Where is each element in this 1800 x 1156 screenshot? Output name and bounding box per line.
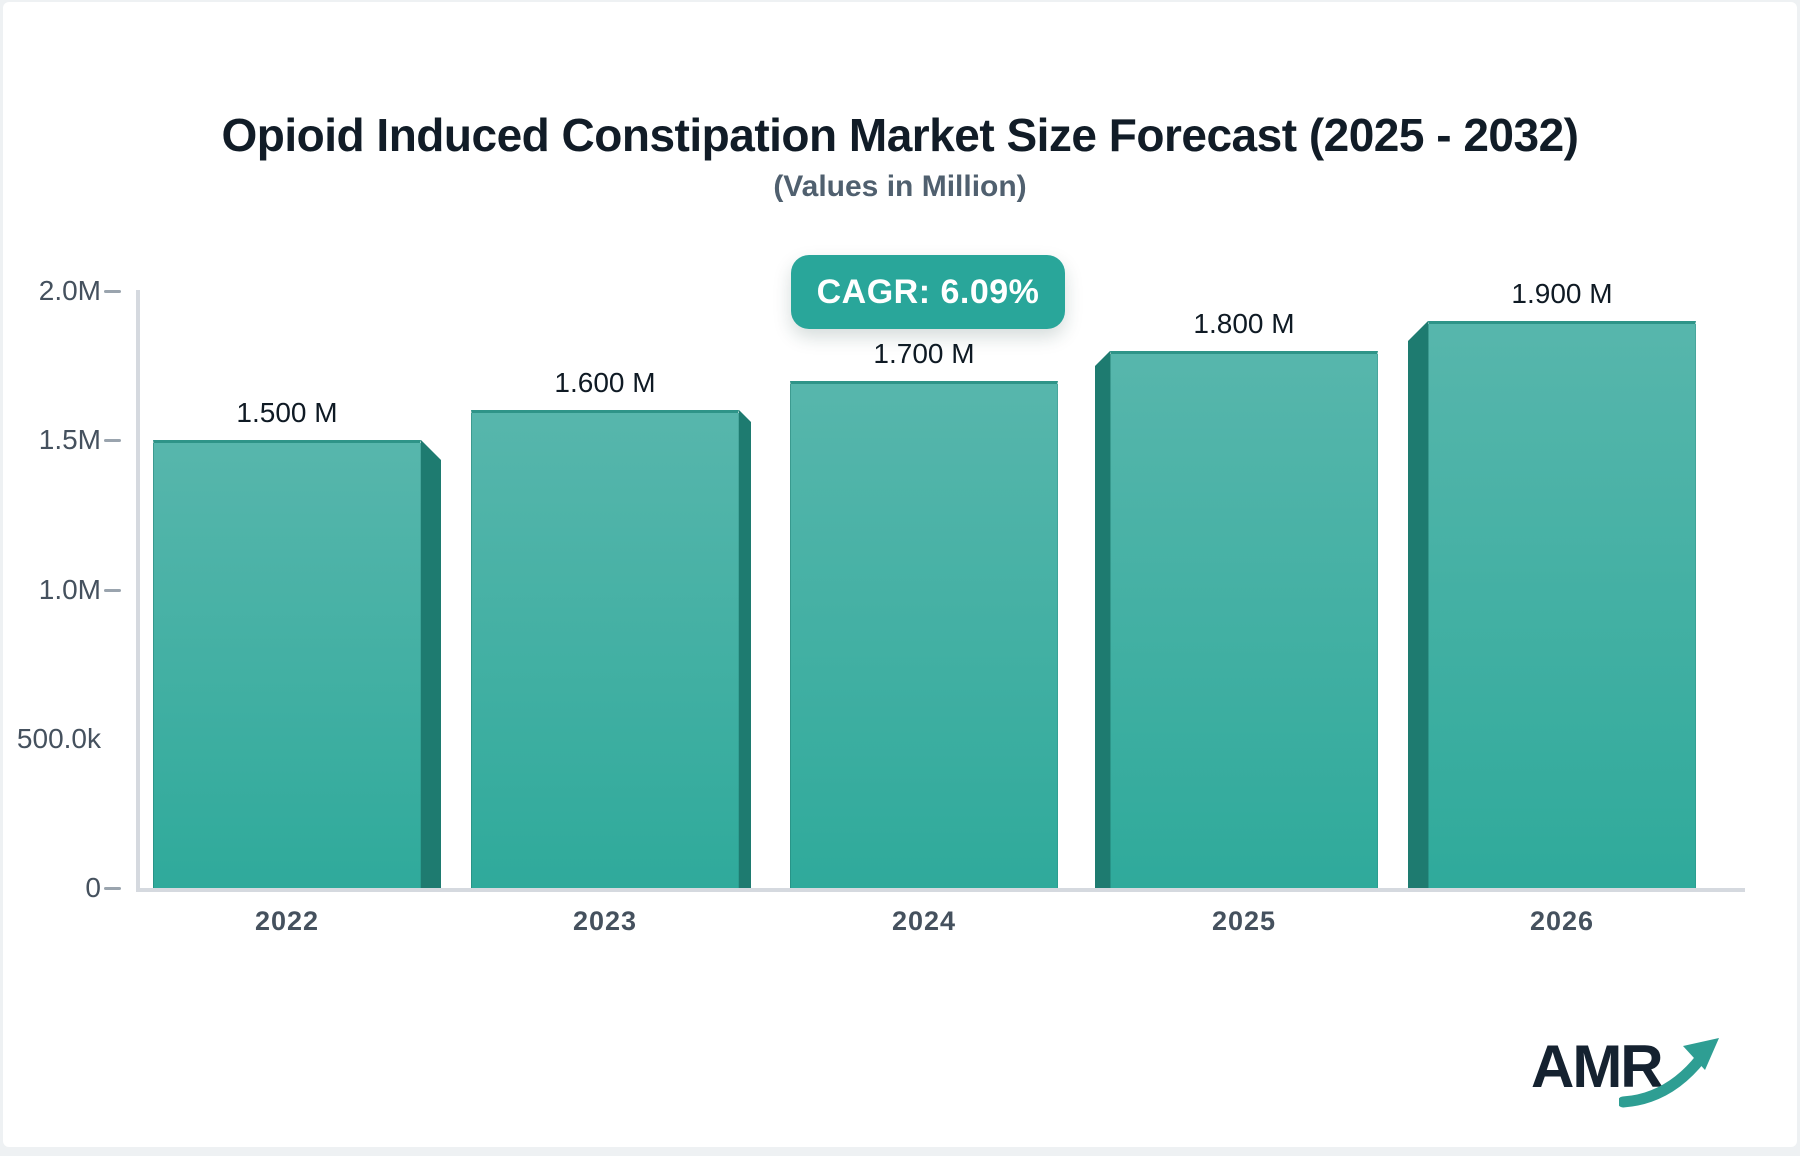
bar-value-label: 1.800 M	[1193, 308, 1295, 339]
y-axis-tick-mark	[104, 290, 121, 293]
y-axis-tick-mark	[104, 887, 121, 890]
y-axis-tick-label: 500.0k	[16, 722, 101, 754]
chart-card: Opioid Induced Constipation Market Size …	[3, 2, 1797, 1147]
cagr-badge-label: CAGR: 6.09%	[816, 272, 1040, 311]
bar-value-label: 1.700 M	[873, 338, 975, 369]
cagr-badge: CAGR: 6.09%	[791, 255, 1065, 329]
bar-2026	[1428, 321, 1696, 888]
bar-value-label: 1.500 M	[236, 397, 338, 428]
x-axis-label-2026: 2026	[1529, 906, 1595, 936]
y-axis-tick-mark	[104, 439, 121, 443]
chart-title: Opioid Induced Constipation Market Size …	[221, 109, 1580, 161]
y-axis-tick-label: 1.5M	[38, 424, 101, 456]
x-axis-label-2023: 2023	[572, 906, 638, 936]
bar-2025	[1110, 351, 1378, 888]
amr-logo-text: AMR	[1531, 1033, 1664, 1100]
x-axis-label-2022: 2022	[254, 906, 320, 936]
bar-2023	[471, 410, 739, 888]
bar-2022	[153, 440, 421, 888]
bar-side-face-2022	[421, 440, 441, 888]
chart-subtitle: (Values in Million)	[773, 170, 1027, 203]
x-axis-label-2025: 2025	[1211, 906, 1277, 936]
bar-side-face-2026	[1408, 321, 1428, 888]
y-axis-line	[136, 290, 140, 892]
bar-value-label: 1.900 M	[1511, 278, 1613, 309]
bar-side-face-2023	[739, 410, 751, 888]
y-axis-tick-label: 1.0M	[38, 573, 101, 605]
plot-area: 2.0M 1.5M 1.0M 500.0k 0 1.500 M 2022 1.600 M 202…	[3, 2, 1797, 1147]
growth-arrow-icon	[1619, 1038, 1719, 1108]
y-axis-tick-label: 0	[85, 872, 101, 903]
bar-value-label: 1.600 M	[554, 367, 656, 398]
bar-2024	[790, 381, 1058, 888]
amr-logo: AMR	[1531, 1032, 1721, 1112]
y-axis-tick-mark	[104, 588, 121, 592]
y-axis-tick-label: 2.0M	[38, 275, 101, 306]
bar-side-face-2025	[1095, 351, 1110, 888]
x-axis-label-2024: 2024	[891, 906, 957, 936]
x-axis-line	[136, 888, 1745, 892]
